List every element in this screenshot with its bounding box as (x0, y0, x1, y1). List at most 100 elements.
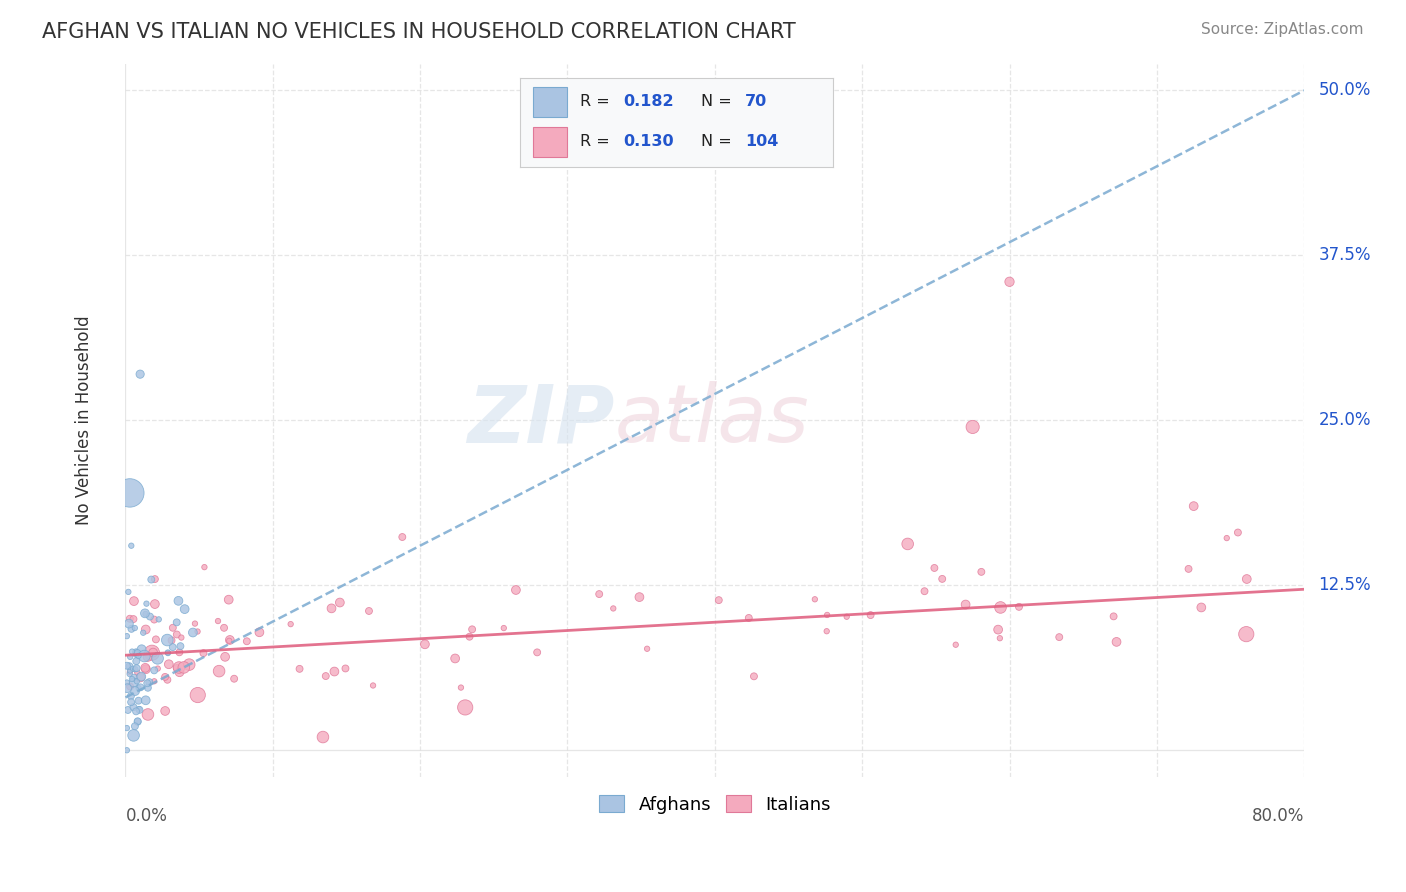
Point (212, 621, 235, 635)
Point (153, 670, 176, 684)
Point (179, 657, 201, 672)
Point (492, 621, 515, 635)
Text: atlas: atlas (614, 382, 810, 459)
Point (134, 607, 156, 621)
Point (136, 707, 159, 722)
Point (128, 681, 150, 695)
Point (124, 662, 146, 676)
Point (167, 594, 190, 608)
Point (329, 595, 352, 609)
Point (134, 648, 156, 663)
Point (145, 632, 167, 647)
Point (118, 667, 141, 681)
Point (970, 565, 993, 579)
Point (122, 675, 145, 690)
Point (169, 639, 191, 653)
Point (859, 608, 882, 623)
Point (128, 702, 150, 716)
Point (118, 616, 141, 631)
Point (458, 630, 481, 644)
Point (121, 672, 143, 686)
Point (125, 661, 148, 675)
Point (132, 625, 155, 640)
Point (738, 611, 761, 625)
Point (141, 573, 163, 587)
Point (218, 633, 240, 648)
Point (128, 703, 150, 717)
Point (120, 539, 142, 553)
Point (136, 676, 159, 690)
Point (169, 645, 191, 659)
Point (1047, 630, 1070, 644)
Point (924, 561, 946, 575)
Point (125, 645, 148, 659)
Point (321, 601, 343, 615)
Point (129, 367, 152, 381)
Text: 0.0%: 0.0% (125, 806, 167, 824)
Point (193, 646, 215, 660)
Point (118, 665, 141, 680)
Text: ZIP: ZIP (467, 382, 614, 459)
Point (1105, 635, 1128, 649)
Point (127, 714, 149, 729)
Point (127, 646, 149, 660)
Point (218, 592, 240, 607)
Point (124, 684, 146, 698)
Point (135, 693, 157, 707)
Point (115, 675, 138, 690)
Text: AFGHAN VS ITALIAN NO VEHICLES IN HOUSEHOLD CORRELATION CHART: AFGHAN VS ITALIAN NO VEHICLES IN HOUSEHO… (42, 22, 796, 42)
Point (117, 703, 139, 717)
Point (156, 633, 179, 648)
Point (588, 587, 610, 601)
Point (990, 600, 1012, 615)
Point (129, 681, 152, 695)
Point (120, 695, 142, 709)
Point (208, 664, 231, 678)
Point (214, 649, 236, 664)
Point (169, 665, 191, 680)
Point (505, 582, 527, 597)
Point (454, 700, 477, 714)
Point (1226, 525, 1249, 540)
Point (128, 694, 150, 708)
Point (143, 597, 166, 611)
Point (173, 602, 195, 616)
Point (115, 629, 138, 643)
Point (1189, 600, 1212, 615)
Point (173, 660, 195, 674)
Point (120, 622, 142, 636)
Point (1182, 499, 1205, 513)
Point (125, 647, 148, 661)
Point (167, 660, 190, 674)
Point (988, 631, 1011, 645)
Point (1236, 572, 1258, 586)
Point (156, 646, 179, 660)
Point (127, 714, 149, 729)
Point (247, 625, 270, 640)
Point (391, 530, 413, 544)
Point (146, 651, 169, 665)
Point (162, 640, 184, 654)
Point (115, 721, 138, 735)
Point (120, 680, 142, 694)
Point (236, 634, 259, 648)
Point (804, 592, 827, 607)
Point (835, 609, 858, 624)
Point (742, 669, 765, 683)
Point (707, 593, 730, 607)
Point (315, 669, 337, 683)
Text: Source: ZipAtlas.com: Source: ZipAtlas.com (1201, 22, 1364, 37)
Point (146, 662, 169, 676)
Point (118, 664, 141, 678)
Point (312, 730, 335, 744)
Point (143, 613, 166, 627)
Point (122, 700, 145, 714)
Point (156, 646, 179, 660)
Point (131, 642, 153, 657)
Point (1234, 627, 1257, 641)
Point (461, 623, 484, 637)
Point (361, 678, 384, 692)
Point (125, 704, 148, 718)
Point (156, 673, 179, 687)
Point (128, 648, 150, 663)
